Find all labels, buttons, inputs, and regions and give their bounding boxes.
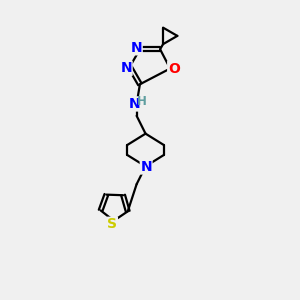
Text: N: N	[140, 160, 152, 174]
Text: H: H	[137, 95, 147, 108]
Text: N: N	[120, 61, 132, 75]
Text: N: N	[130, 41, 142, 55]
Text: N: N	[128, 97, 140, 111]
Text: S: S	[107, 217, 117, 231]
Text: O: O	[168, 61, 180, 76]
